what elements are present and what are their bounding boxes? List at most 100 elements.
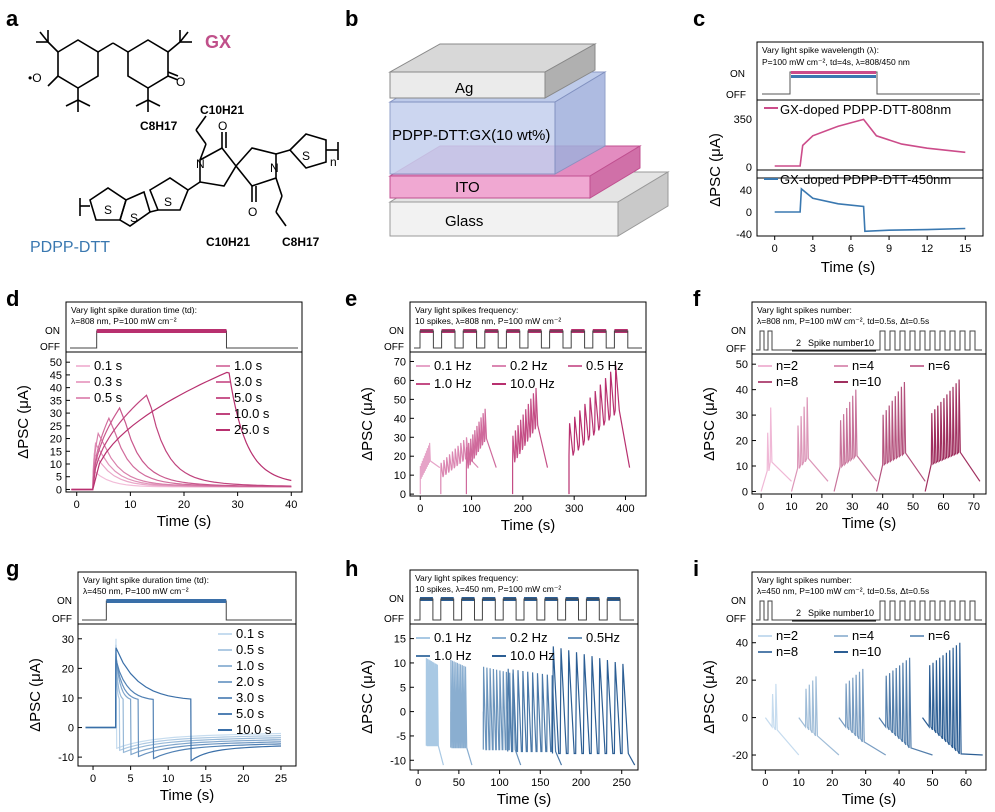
panel-letter-i: i (693, 556, 699, 581)
panel-g-ytick-label: 20 (62, 663, 74, 675)
panel-h-on: ON (389, 594, 404, 605)
panel-d-legend-1: Vary light spike duration time (td): (71, 305, 197, 315)
panel-d-xtick-label: 0 (74, 499, 80, 511)
panel-i-pulse (756, 600, 982, 621)
alkyl-c8-bottom: C8H17 (282, 235, 320, 249)
panel-d-off: OFF (40, 342, 60, 353)
panel-c-trace-450 (774, 187, 966, 233)
panel-h-legend-2: 10 spikes, λ=450 nm, P=100 mW cm⁻² (415, 584, 561, 594)
panel-g-legend-label: 2.0 s (236, 674, 265, 689)
panel-h-ytick-label: 5 (400, 682, 406, 694)
panel-h-legend-label: 0.2 Hz (510, 630, 548, 645)
panel-letter-g: g (6, 556, 19, 581)
panel-e-xlabel: Time (s) (501, 517, 555, 534)
panel-g-xtick-label: 20 (237, 773, 249, 785)
panel-i: Vary light spikes number:λ=450 nm, P=100… (701, 571, 987, 808)
panel-i-xtick-label: 30 (860, 777, 872, 789)
dpp-oxygen-top: O (218, 119, 227, 133)
panel-f-on: ON (731, 326, 746, 337)
panel-d-legend-label: 0.5 s (94, 390, 123, 405)
panel-g-legend-2: λ=450 nm, P=100 mW cm⁻² (83, 586, 189, 596)
panel-i-legend-1: Vary light spikes number: (757, 575, 852, 585)
panel-f-legend-1: Vary light spikes number: (757, 305, 852, 315)
panel-e-ylabel: ΔPSC (μA) (359, 387, 376, 461)
panel-f-ytick-label: 30 (736, 410, 748, 422)
panel-letter-e: e (345, 286, 357, 311)
panel-i-spike-label: Spike number (808, 608, 864, 618)
panel-d-ylabel: ΔPSC (μA) (15, 385, 32, 459)
panel-i-xtick-label: 20 (826, 777, 838, 789)
layer-active: PDPP-DTT:GX(10 wt%) (392, 127, 550, 144)
panel-g-xtick-label: 5 (128, 773, 134, 785)
panel-d-xtick-label: 40 (285, 499, 297, 511)
panel-d-ytick-label: 0 (56, 484, 62, 496)
panel-f-xtick-label: 60 (937, 501, 949, 513)
panel-h-legend-1: Vary light spikes frequency: (415, 573, 518, 583)
dpp-n-left: N (196, 157, 205, 171)
panel-d-xlabel: Time (s) (157, 513, 211, 530)
dpp-ring-left (199, 146, 237, 187)
alkyl-c10-bottom: C10H21 (206, 235, 250, 249)
panel-f-trace (790, 397, 829, 492)
panel-f-spike-from: 2 (796, 338, 801, 348)
panel-f-pulse (756, 330, 982, 351)
panel-g-xtick-label: 15 (200, 773, 212, 785)
panel-i-trace (922, 642, 983, 756)
thiophene-right (288, 133, 327, 169)
panel-c-ylabel: ΔPSC (μA) (707, 133, 724, 207)
panel-f-ytick-label: 0 (742, 486, 748, 498)
panel-h-trace (450, 659, 473, 766)
panel-c-pulse-450 (791, 75, 876, 78)
panel-f-legend-label: n=4 (852, 358, 874, 373)
thienothiophene-b (119, 190, 151, 227)
panel-d-trace (71, 431, 292, 491)
panel-d-xtick-label: 10 (124, 499, 136, 511)
panel-e-xtick-label: 400 (616, 503, 634, 515)
panel-e-on: ON (389, 326, 404, 337)
panel-h-ytick-label: 10 (394, 658, 406, 670)
panel-f-trace (924, 379, 981, 492)
panel-h-ytick-label: -5 (396, 731, 406, 743)
panel-i-ylabel: ΔPSC (μA) (701, 660, 718, 734)
panel-i-trace (764, 683, 800, 756)
panel-b-device: Ag PDPP-DTT:GX(10 wt%) ITO Glass (388, 43, 670, 237)
panel-d-legend-label: 1.0 s (234, 358, 263, 373)
panel-g-trace (85, 659, 282, 760)
panel-h-ytick-label: 0 (400, 707, 406, 719)
panel-i-trace (838, 668, 887, 756)
panel-i-legend-label: n=2 (776, 628, 798, 643)
panel-d-legend-label: 0.3 s (94, 374, 123, 389)
panel-d-ytick-label: 20 (50, 434, 62, 446)
panel-d-ytick-label: 10 (50, 459, 62, 471)
panel-e-trace (440, 437, 479, 495)
panel-g-legend-label: 10.0 s (236, 722, 272, 737)
panel-e-legend-label: 0.2 Hz (510, 358, 548, 373)
layer-ito: ITO (455, 179, 480, 196)
layer-ag: Ag (455, 80, 473, 97)
panel-e-plot-frame (409, 351, 647, 497)
panel-f-legend-label: n=2 (776, 358, 798, 373)
panel-d-legend-label: 25.0 s (234, 422, 270, 437)
panel-e-ytick-label: 70 (394, 356, 406, 368)
panel-f-legend-label: n=10 (852, 374, 881, 389)
panel-c-xtick-label: 3 (810, 243, 816, 255)
panel-d-xtick-label: 30 (232, 499, 244, 511)
panel-g-ylabel: ΔPSC (μA) (27, 658, 44, 732)
panel-h-xtick-label: 250 (613, 777, 631, 789)
panel-h-legend-label: 10.0 Hz (510, 648, 555, 663)
panel-e-legend-2: 10 spikes, λ=808 nm, P=100 mW cm⁻² (415, 316, 561, 326)
panel-i-ytick-label: 20 (736, 675, 748, 687)
panel-d-legend-label: 0.1 s (94, 358, 123, 373)
alkyl-c8-top: C8H17 (140, 119, 178, 133)
panel-f-ylabel: ΔPSC (μA) (701, 387, 718, 461)
panel-c-on: ON (730, 69, 745, 80)
panel-e: Vary light spikes frequency:10 spikes, λ… (359, 301, 647, 534)
panel-c-trace1-label: GX-doped PDPP-DTT-808nm (780, 102, 951, 117)
panel-f-legend-label: n=8 (776, 374, 798, 389)
panel-e-ytick-label: 50 (394, 394, 406, 406)
panel-d-ytick-label: 25 (50, 421, 62, 433)
panel-g-ytick-label: 10 (62, 693, 74, 705)
thiophene-left (149, 177, 189, 211)
panel-f-ytick-label: 20 (736, 436, 748, 448)
